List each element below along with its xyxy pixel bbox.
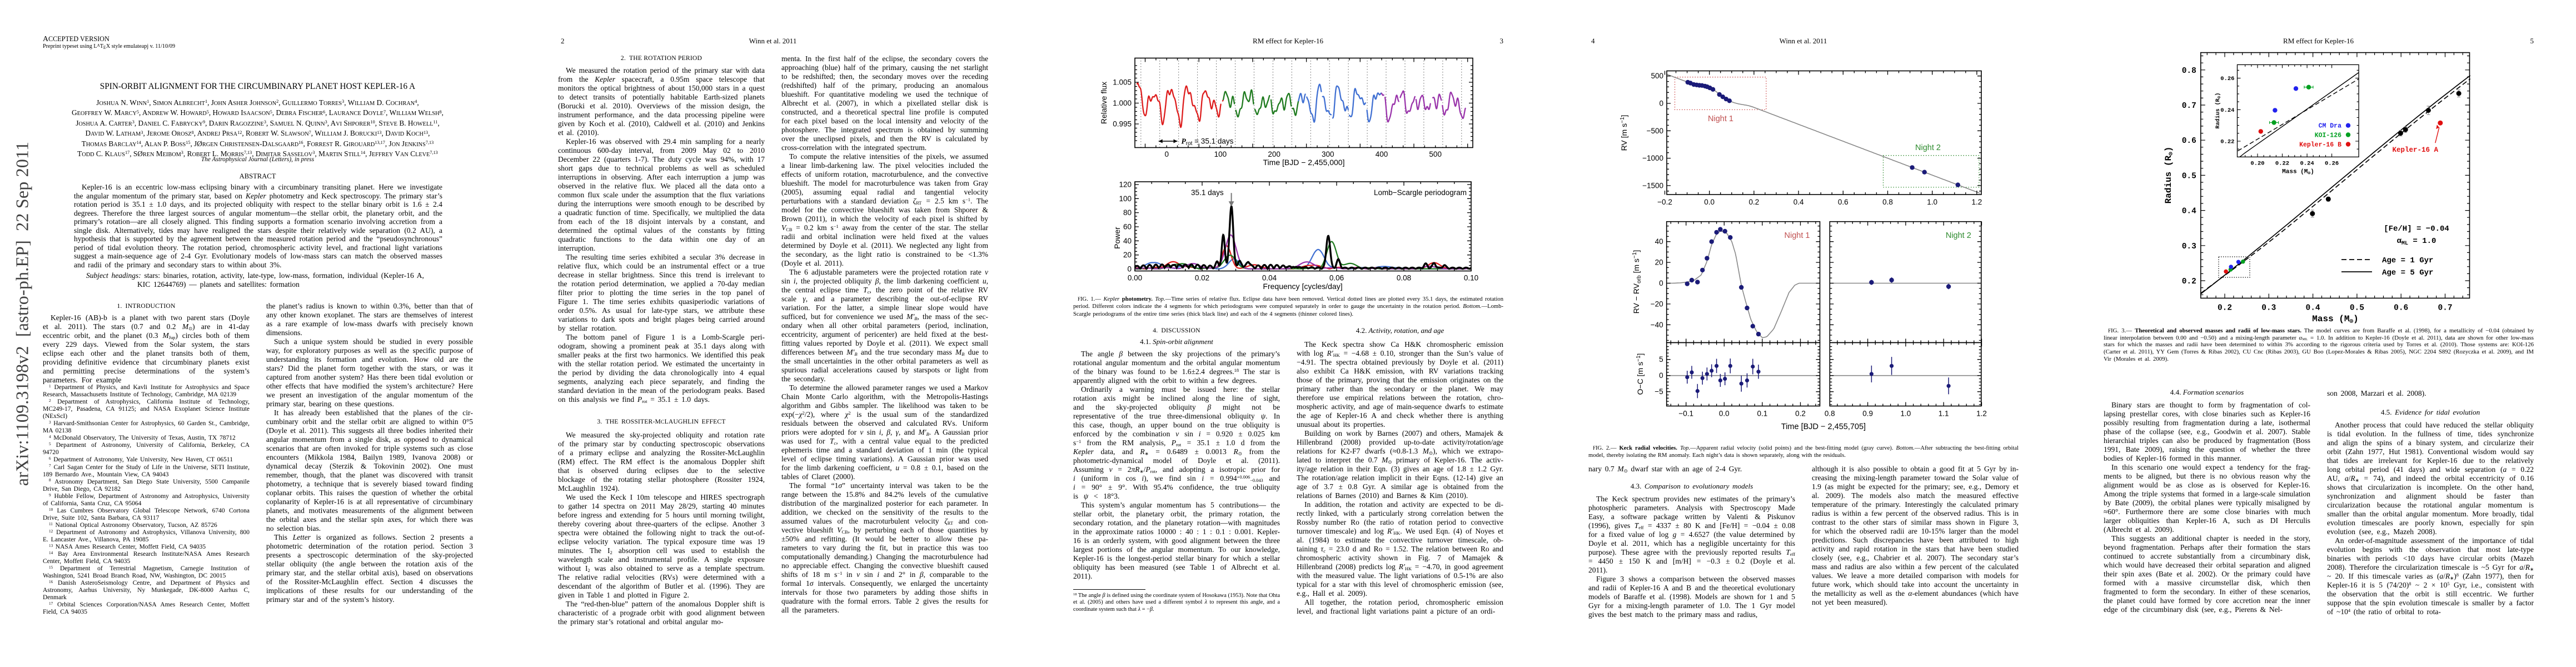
svg-text:−1000: −1000 <box>1642 154 1663 162</box>
svg-text:0.24: 0.24 <box>2300 160 2314 167</box>
svg-text:0.1: 0.1 <box>1757 410 1768 418</box>
svg-text:−500: −500 <box>1647 127 1663 135</box>
svg-text:0.9: 0.9 <box>1862 410 1873 418</box>
svg-text:Kepler-16 B: Kepler-16 B <box>2299 142 2341 149</box>
svg-text:0.0: 0.0 <box>1719 410 1730 418</box>
svg-text:−1500: −1500 <box>1642 181 1663 190</box>
svg-text:0.3: 0.3 <box>2261 303 2276 312</box>
svg-text:0.7: 0.7 <box>2438 303 2452 312</box>
svg-text:0.5: 0.5 <box>2350 303 2364 312</box>
svg-text:Radius (R⊙): Radius (R⊙) <box>2164 147 2175 204</box>
svg-text:0.2: 0.2 <box>2182 277 2196 286</box>
svg-text:Mass (M⊙): Mass (M⊙) <box>2312 314 2358 325</box>
svg-text:0.22: 0.22 <box>2275 160 2289 167</box>
svg-text:0.8: 0.8 <box>2182 67 2196 76</box>
svg-text:300: 300 <box>1322 150 1334 158</box>
svg-text:0: 0 <box>1659 99 1663 108</box>
svg-text:0.08: 0.08 <box>1397 274 1411 282</box>
svg-text:0.10: 0.10 <box>1464 274 1478 282</box>
svg-text:Relative flux: Relative flux <box>1099 82 1108 124</box>
svg-text:0.2: 0.2 <box>1749 198 1760 206</box>
svg-text:500: 500 <box>1651 72 1663 80</box>
svg-text:5: 5 <box>1659 355 1663 364</box>
svg-text:120: 120 <box>1119 181 1132 189</box>
svg-text:Prot = 35.1 days: Prot = 35.1 days <box>1182 137 1234 147</box>
svg-text:1.1: 1.1 <box>1939 410 1949 418</box>
svg-text:Lomb−Scargle periodogram: Lomb−Scargle periodogram <box>1374 188 1467 197</box>
svg-text:−0.2: −0.2 <box>1657 198 1672 206</box>
svg-text:Night 1: Night 1 <box>1708 115 1733 123</box>
svg-text:Night 2: Night 2 <box>1946 231 1971 240</box>
svg-text:0.4: 0.4 <box>2306 303 2320 312</box>
svg-text:Power: Power <box>1113 227 1122 249</box>
svg-text:0.26: 0.26 <box>2220 76 2234 82</box>
svg-text:100: 100 <box>1119 195 1132 203</box>
svg-text:0.6: 0.6 <box>1838 198 1848 206</box>
svg-text:0.04: 0.04 <box>1262 274 1277 282</box>
svg-text:0.0: 0.0 <box>1704 198 1715 206</box>
svg-text:0.7: 0.7 <box>2182 102 2196 111</box>
svg-text:0.00: 0.00 <box>1128 274 1142 282</box>
svg-text:0.3: 0.3 <box>2182 242 2196 251</box>
svg-text:Age = 5 Gyr: Age = 5 Gyr <box>2382 268 2433 277</box>
svg-text:35.1 days: 35.1 days <box>1191 188 1224 197</box>
svg-text:40: 40 <box>1655 237 1663 246</box>
svg-text:RV [m s−1]: RV [m s−1] <box>1620 115 1628 151</box>
svg-text:1.005: 1.005 <box>1113 78 1132 87</box>
svg-text:−0.1: −0.1 <box>1678 410 1693 418</box>
svg-text:200: 200 <box>1268 150 1280 158</box>
svg-text:0.20: 0.20 <box>2250 160 2264 167</box>
svg-text:0.24: 0.24 <box>2220 107 2234 114</box>
svg-text:1.2: 1.2 <box>1976 410 1987 418</box>
svg-text:0.02: 0.02 <box>1195 274 1209 282</box>
svg-text:Time [BJD − 2,455,000]: Time [BJD − 2,455,000] <box>1263 158 1345 167</box>
svg-text:−5: −5 <box>1655 387 1663 396</box>
svg-text:Age = 1 Gyr: Age = 1 Gyr <box>2382 256 2433 265</box>
svg-text:−40: −40 <box>1651 321 1663 329</box>
svg-text:−20: −20 <box>1651 300 1663 308</box>
svg-text:400: 400 <box>1376 150 1388 158</box>
svg-text:0.06: 0.06 <box>1329 274 1344 282</box>
svg-text:20: 20 <box>1655 258 1663 267</box>
svg-text:0.6: 0.6 <box>2394 303 2408 312</box>
svg-text:0: 0 <box>1659 279 1663 287</box>
svg-text:Night 1: Night 1 <box>1785 231 1810 240</box>
svg-text:0.6: 0.6 <box>2182 137 2196 146</box>
svg-text:0.995: 0.995 <box>1113 120 1132 128</box>
svg-text:1.000: 1.000 <box>1113 99 1132 107</box>
svg-text:0.26: 0.26 <box>2325 160 2339 167</box>
svg-text:0.5: 0.5 <box>2182 172 2196 181</box>
svg-text:80: 80 <box>1123 208 1132 217</box>
svg-text:20: 20 <box>1123 251 1132 259</box>
svg-text:CM Dra: CM Dra <box>2319 123 2342 130</box>
svg-text:100: 100 <box>1214 150 1227 158</box>
svg-text:Mass (M⊙): Mass (M⊙) <box>2282 168 2314 176</box>
svg-text:60: 60 <box>1123 223 1132 231</box>
svg-text:Frequency [cycles/day]: Frequency [cycles/day] <box>1263 282 1342 291</box>
svg-text:0: 0 <box>1659 371 1663 380</box>
svg-text:O−C [m s−1]: O−C [m s−1] <box>1636 354 1645 395</box>
svg-text:500: 500 <box>1429 150 1442 158</box>
svg-text:Kepler-16 A: Kepler-16 A <box>2393 146 2439 154</box>
svg-text:Radius (R⊙): Radius (R⊙) <box>2215 93 2222 129</box>
svg-text:0.4: 0.4 <box>2182 207 2196 216</box>
svg-text:RV − RVorb [m s−1]: RV − RVorb [m s−1] <box>1632 250 1642 313</box>
svg-text:0.22: 0.22 <box>2220 139 2234 146</box>
svg-text:0.2: 0.2 <box>2218 303 2232 312</box>
svg-text:1.0: 1.0 <box>1901 410 1911 418</box>
svg-text:1.0: 1.0 <box>1927 198 1937 206</box>
svg-text:Night 2: Night 2 <box>1915 143 1941 152</box>
svg-text:0.4: 0.4 <box>1793 198 1804 206</box>
svg-text:KOI-126: KOI-126 <box>2315 132 2341 140</box>
svg-text:0: 0 <box>1164 150 1169 158</box>
svg-text:40: 40 <box>1123 237 1132 245</box>
svg-text:αML = 1.0: αML = 1.0 <box>2397 237 2437 247</box>
svg-text:0.8: 0.8 <box>1825 410 1835 418</box>
svg-text:1.2: 1.2 <box>1972 198 1982 206</box>
svg-text:0.2: 0.2 <box>1795 410 1806 418</box>
svg-text:[Fe/H] = −0.04: [Fe/H] = −0.04 <box>2384 225 2449 233</box>
svg-text:0: 0 <box>1127 265 1132 273</box>
svg-text:0.8: 0.8 <box>1882 198 1893 206</box>
svg-text:Time [BJD − 2,455,705]: Time [BJD − 2,455,705] <box>1781 422 1866 431</box>
